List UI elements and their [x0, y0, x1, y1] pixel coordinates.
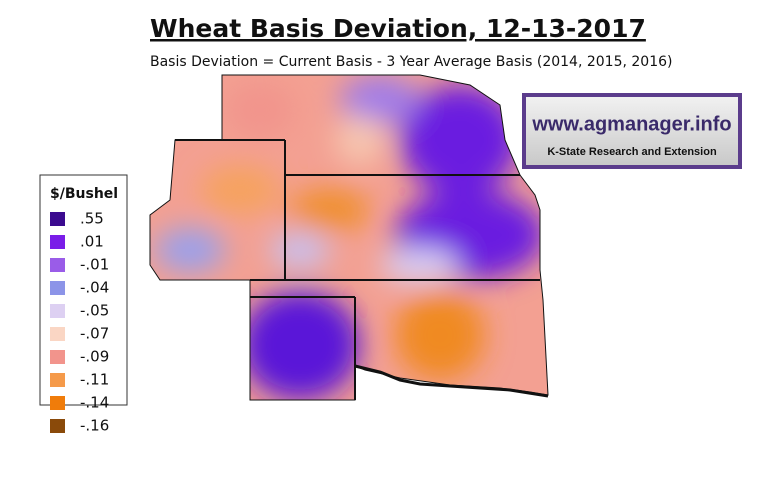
basis-map [150, 75, 548, 400]
legend-swatch [50, 419, 65, 433]
legend-swatch [50, 212, 65, 226]
legend-swatch [50, 258, 65, 272]
legend-swatch [50, 281, 65, 295]
legend-swatch [50, 373, 65, 387]
logo-url: www.agmanager.info [531, 113, 731, 135]
legend-swatch [50, 350, 65, 364]
legend: $/Bushel .55 .01 -.01 -.04 -.05 -.07 -.09 -.11 -… [39, 174, 128, 435]
logo-org: K-State Research and Extension [547, 146, 717, 158]
legend-label: -.05 [80, 302, 109, 320]
legend-label: .55 [80, 210, 104, 228]
legend-label: -.07 [80, 325, 109, 343]
legend-label: -.01 [80, 256, 109, 274]
legend-label: -.11 [80, 371, 109, 389]
legend-label: -.14 [80, 394, 109, 412]
logo-frame [522, 93, 742, 169]
state-borders [149, 74, 549, 401]
legend-swatch [50, 327, 65, 341]
legend-label: .01 [80, 233, 104, 251]
legend-label: -.16 [80, 417, 109, 435]
map-title: Wheat Basis Deviation, 12-13-2017 [150, 14, 646, 43]
legend-label: -.09 [80, 348, 109, 366]
logo: www.agmanager.info K-State Research and … [522, 93, 742, 169]
map-subtitle: Basis Deviation = Current Basis - 3 Year… [150, 54, 672, 70]
legend-swatch [50, 396, 65, 410]
legend-title: $/Bushel [50, 186, 118, 202]
legend-swatch [50, 235, 65, 249]
legend-label: -.04 [80, 279, 109, 297]
legend-swatch [50, 304, 65, 318]
